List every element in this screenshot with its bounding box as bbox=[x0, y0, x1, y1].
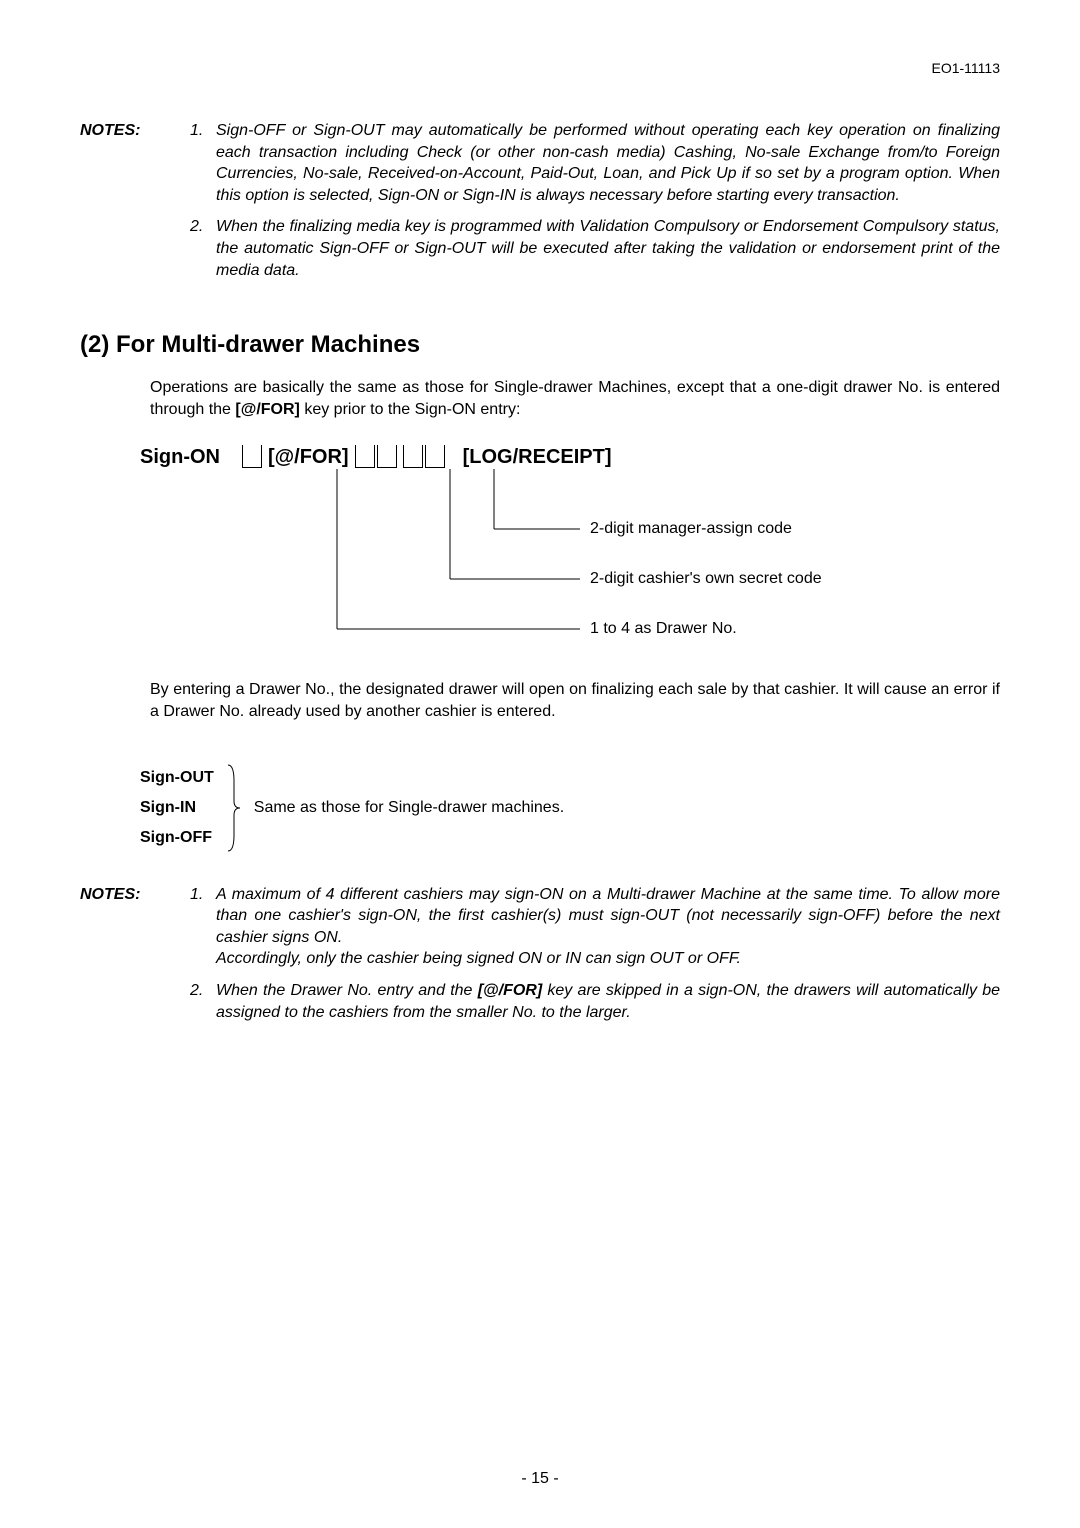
note-number: 1. bbox=[190, 120, 216, 206]
notes-block-2: NOTES: 1. A maximum of 4 different cashi… bbox=[80, 884, 1000, 1034]
page-root: EO1-11113 NOTES: 1. Sign-OFF or Sign-OUT… bbox=[0, 0, 1080, 1528]
section-heading: (2) For Multi-drawer Machines bbox=[80, 331, 1000, 359]
notes-items-1: 1. Sign-OFF or Sign-OUT may automaticall… bbox=[190, 120, 1000, 291]
note2-0-post: Accordingly, only the cashier being sign… bbox=[216, 950, 741, 967]
notes-block-1: NOTES: 1. Sign-OFF or Sign-OUT may autom… bbox=[80, 120, 1000, 291]
note-number: 2. bbox=[190, 980, 216, 1023]
note-text: A maximum of 4 different cashiers may si… bbox=[216, 884, 1000, 970]
digit-box bbox=[355, 445, 375, 468]
note2-0-pre: A maximum of 4 different cashiers may si… bbox=[216, 886, 1000, 946]
digit-box bbox=[242, 445, 262, 468]
note-text: Sign-OFF or Sign-OUT may automatically b… bbox=[216, 120, 1000, 206]
digit-group-manager bbox=[403, 446, 445, 469]
diagram-area: 2-digit manager-assign code 2-digit cash… bbox=[140, 469, 1000, 649]
brace-label-signoff: Sign-OFF bbox=[140, 823, 214, 853]
note-item: 2. When the finalizing media key is prog… bbox=[190, 216, 1000, 281]
atfor-key: [@/FOR] bbox=[268, 446, 349, 469]
brace-text: Same as those for Single-drawer machines… bbox=[254, 799, 564, 817]
notes-label-1: NOTES: bbox=[80, 120, 190, 291]
digit-box bbox=[377, 445, 397, 468]
page-number: - 15 - bbox=[0, 1470, 1080, 1488]
notes-items-2: 1. A maximum of 4 different cashiers may… bbox=[190, 884, 1000, 1034]
para1c: key prior to the Sign-ON entry: bbox=[300, 401, 521, 418]
brace-labels: Sign-OUT Sign-IN Sign-OFF bbox=[140, 763, 214, 854]
signon-label: Sign-ON bbox=[140, 446, 220, 469]
note-item: 1. Sign-OFF or Sign-OUT may automaticall… bbox=[190, 120, 1000, 206]
note-number: 2. bbox=[190, 216, 216, 281]
diag-label-secret: 2-digit cashier's own secret code bbox=[590, 570, 822, 588]
digit-box bbox=[425, 445, 445, 468]
note-text: When the Drawer No. entry and the [@/FOR… bbox=[216, 980, 1000, 1023]
note-number: 1. bbox=[190, 884, 216, 970]
header-code: EO1-11113 bbox=[932, 60, 1001, 76]
digit-group-secret bbox=[355, 446, 397, 469]
note-text: When the finalizing media key is program… bbox=[216, 216, 1000, 281]
signon-line: Sign-ON [@/FOR] [LOG/RECEIPT] bbox=[140, 446, 1000, 469]
brace-label-signout: Sign-OUT bbox=[140, 763, 214, 793]
brace-svg bbox=[224, 763, 244, 853]
notes-label-2: NOTES: bbox=[80, 884, 190, 1034]
note2-1-bold: [@/FOR] bbox=[478, 982, 542, 999]
section-paragraph-2: By entering a Drawer No., the designated… bbox=[150, 679, 1000, 722]
section-paragraph-1: Operations are basically the same as tho… bbox=[150, 377, 1000, 420]
note2-1-pre: When the Drawer No. entry and the bbox=[216, 982, 478, 999]
brace-container: Sign-OUT Sign-IN Sign-OFF Same as those … bbox=[140, 763, 1000, 854]
brace-label-signin: Sign-IN bbox=[140, 793, 214, 823]
logreceipt-key: [LOG/RECEIPT] bbox=[463, 446, 612, 469]
diag-label-manager: 2-digit manager-assign code bbox=[590, 520, 792, 538]
para1b-bold: [@/FOR] bbox=[235, 401, 299, 418]
digit-box bbox=[403, 445, 423, 468]
note-item: 1. A maximum of 4 different cashiers may… bbox=[190, 884, 1000, 970]
note-item: 2. When the Drawer No. entry and the [@/… bbox=[190, 980, 1000, 1023]
diag-label-drawer: 1 to 4 as Drawer No. bbox=[590, 620, 737, 638]
